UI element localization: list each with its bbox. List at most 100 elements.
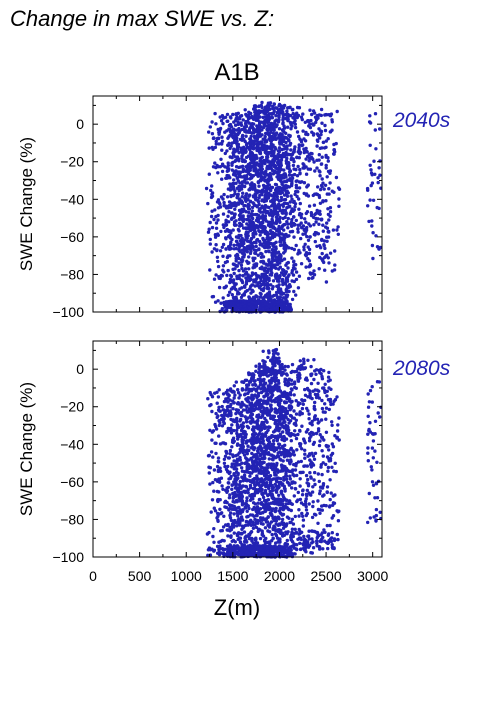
- data-point: [207, 227, 211, 231]
- data-point: [304, 157, 308, 161]
- data-point: [277, 493, 281, 497]
- data-point: [299, 215, 304, 220]
- data-point: [251, 526, 256, 530]
- data-point: [318, 187, 323, 192]
- data-point: [290, 197, 294, 201]
- data-point: [228, 155, 233, 159]
- data-point: [236, 122, 240, 127]
- data-point: [220, 148, 224, 152]
- data-point: [302, 137, 306, 141]
- data-point: [217, 434, 221, 438]
- data-point: [272, 150, 276, 155]
- data-point: [210, 438, 214, 442]
- data-point: [373, 128, 377, 132]
- data-point: [279, 398, 283, 403]
- data-point: [238, 173, 242, 177]
- data-point: [215, 136, 219, 141]
- data-point: [233, 207, 237, 211]
- data-point: [278, 540, 282, 544]
- data-point: [285, 373, 289, 377]
- data-point: [222, 192, 226, 197]
- data-point: [274, 123, 278, 128]
- data-point: [252, 554, 256, 559]
- data-point: [297, 143, 301, 147]
- data-point: [208, 220, 212, 225]
- data-point: [310, 152, 314, 156]
- data-point: [220, 139, 225, 143]
- data-point: [248, 479, 253, 483]
- data-point: [313, 239, 317, 244]
- data-point: [322, 239, 327, 243]
- data-point: [212, 489, 216, 493]
- data-point: [271, 111, 276, 116]
- data-point: [321, 229, 325, 233]
- data-point: [365, 186, 370, 191]
- data-point: [215, 248, 219, 252]
- data-point: [319, 113, 323, 118]
- data-point: [234, 470, 239, 474]
- data-point: [265, 232, 269, 237]
- data-point: [294, 179, 298, 183]
- data-point: [269, 124, 273, 128]
- data-point: [238, 137, 243, 142]
- data-point: [237, 268, 241, 273]
- data-point: [256, 529, 260, 534]
- data-point: [254, 244, 258, 249]
- data-point: [234, 246, 238, 251]
- data-point: [280, 258, 284, 263]
- data-point: [245, 250, 249, 254]
- data-point: [275, 476, 279, 481]
- data-point: [265, 546, 269, 550]
- data-point: [285, 109, 289, 113]
- data-point: [277, 289, 281, 293]
- data-point: [228, 525, 232, 529]
- data-point: [233, 189, 237, 193]
- data-point: [226, 143, 230, 147]
- data-point: [232, 390, 236, 394]
- data-point: [221, 212, 226, 216]
- data-point: [250, 458, 254, 463]
- data-point: [324, 280, 329, 284]
- data-point: [243, 198, 248, 202]
- data-point: [255, 541, 260, 545]
- data-point: [233, 298, 237, 302]
- data-point: [221, 242, 226, 247]
- data-point: [210, 395, 215, 399]
- data-point: [216, 499, 220, 504]
- data-point: [272, 434, 276, 439]
- data-point: [269, 165, 273, 169]
- data-point: [239, 515, 244, 519]
- data-point: [266, 155, 270, 159]
- data-point: [218, 276, 222, 281]
- data-point: [232, 222, 237, 227]
- data-point: [250, 436, 254, 440]
- data-point: [232, 459, 236, 463]
- data-point: [250, 300, 254, 304]
- data-point: [241, 479, 245, 483]
- data-point: [273, 428, 278, 432]
- data-point: [287, 283, 292, 287]
- data-point: [206, 553, 210, 557]
- data-point: [296, 164, 300, 169]
- data-point: [277, 300, 281, 304]
- data-point: [273, 421, 277, 426]
- data-point: [264, 140, 268, 144]
- data-point: [301, 112, 305, 116]
- data-point: [249, 249, 253, 254]
- data-point: [317, 267, 321, 271]
- data-point: [236, 510, 240, 514]
- data-point: [265, 463, 269, 467]
- data-point: [271, 349, 275, 353]
- data-point: [275, 438, 279, 443]
- data-point: [228, 229, 232, 233]
- data-point: [259, 415, 263, 420]
- data-point: [299, 115, 304, 119]
- data-point: [225, 405, 230, 409]
- data-point: [251, 233, 255, 237]
- data-point: [370, 181, 375, 185]
- data-point: [299, 140, 304, 144]
- data-point: [257, 184, 261, 188]
- data-point: [236, 552, 241, 557]
- data-point: [257, 162, 262, 167]
- data-point: [285, 147, 289, 151]
